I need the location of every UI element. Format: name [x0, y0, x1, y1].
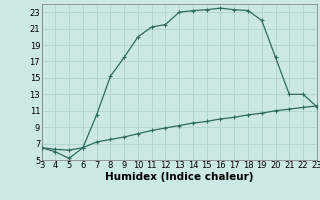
X-axis label: Humidex (Indice chaleur): Humidex (Indice chaleur)	[105, 172, 253, 182]
